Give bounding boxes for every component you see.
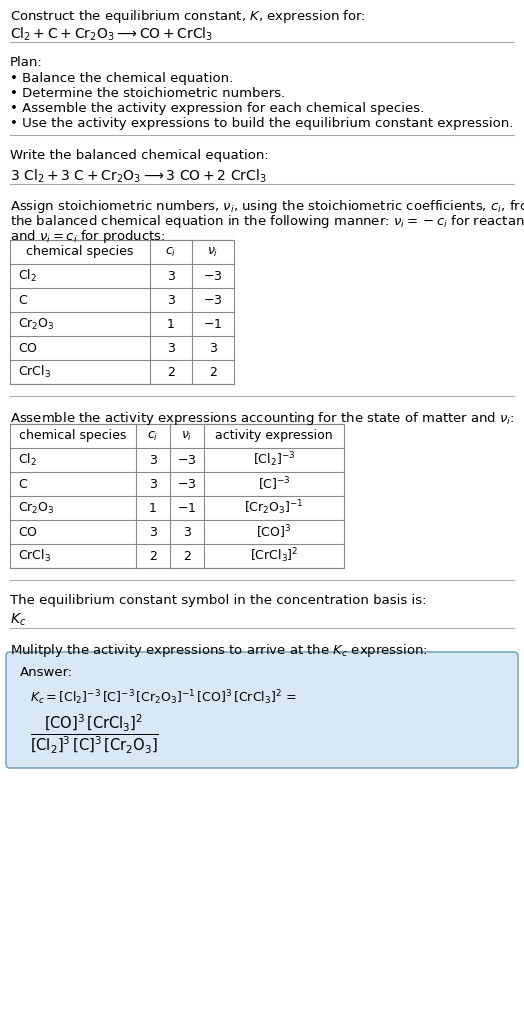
Text: 3: 3 (167, 341, 175, 354)
Text: activity expression: activity expression (215, 430, 333, 442)
Text: 3: 3 (149, 526, 157, 538)
Text: chemical species: chemical species (19, 430, 127, 442)
Text: Plan:: Plan: (10, 56, 43, 69)
Text: The equilibrium constant symbol in the concentration basis is:: The equilibrium constant symbol in the c… (10, 594, 427, 607)
Text: $\mathrm{Cl_2}$: $\mathrm{Cl_2}$ (18, 452, 37, 468)
Text: chemical species: chemical species (26, 245, 134, 258)
Text: $\mathrm{CrCl_3}$: $\mathrm{CrCl_3}$ (18, 363, 51, 380)
Text: $-1$: $-1$ (203, 318, 223, 331)
Text: • Determine the stoichiometric numbers.: • Determine the stoichiometric numbers. (10, 87, 285, 100)
Text: $[\mathrm{CO}]^{3}$: $[\mathrm{CO}]^{3}$ (256, 523, 292, 541)
Text: Answer:: Answer: (20, 666, 73, 679)
Text: Construct the equilibrium constant, $K$, expression for:: Construct the equilibrium constant, $K$,… (10, 8, 366, 25)
Text: Write the balanced chemical equation:: Write the balanced chemical equation: (10, 149, 269, 162)
Text: $c_i$: $c_i$ (147, 430, 159, 442)
Text: 2: 2 (149, 549, 157, 563)
Text: 2: 2 (167, 366, 175, 379)
Text: $-3$: $-3$ (203, 293, 223, 306)
Text: $\mathrm{C}$: $\mathrm{C}$ (18, 293, 28, 306)
Text: $-3$: $-3$ (177, 453, 196, 467)
Text: $\mathrm{3\ Cl_2 + 3\ C + Cr_2O_3 \longrightarrow 3\ CO + 2\ CrCl_3}$: $\mathrm{3\ Cl_2 + 3\ C + Cr_2O_3 \longr… (10, 168, 267, 186)
Text: • Assemble the activity expression for each chemical species.: • Assemble the activity expression for e… (10, 102, 424, 115)
Text: 2: 2 (183, 549, 191, 563)
FancyBboxPatch shape (6, 652, 518, 768)
Text: $[\mathrm{Cr_2O_3}]^{-1}$: $[\mathrm{Cr_2O_3}]^{-1}$ (244, 498, 304, 518)
Text: $[\mathrm{C}]^{-3}$: $[\mathrm{C}]^{-3}$ (258, 475, 290, 493)
Text: $[\mathrm{Cl_2}]^{-3}$: $[\mathrm{Cl_2}]^{-3}$ (253, 450, 295, 470)
Text: $-3$: $-3$ (203, 270, 223, 283)
Text: $\mathrm{CrCl_3}$: $\mathrm{CrCl_3}$ (18, 548, 51, 564)
Text: Mulitply the activity expressions to arrive at the $K_c$ expression:: Mulitply the activity expressions to arr… (10, 642, 428, 659)
Text: $\nu_i$: $\nu_i$ (208, 245, 219, 258)
Text: 3: 3 (167, 293, 175, 306)
Text: $K_c = [\mathrm{Cl_2}]^{-3}\,[\mathrm{C}]^{-3}\,[\mathrm{Cr_2O_3}]^{-1}\,[\mathr: $K_c = [\mathrm{Cl_2}]^{-3}\,[\mathrm{C}… (30, 688, 297, 708)
Text: $\mathrm{Cr_2O_3}$: $\mathrm{Cr_2O_3}$ (18, 500, 54, 516)
Bar (10, 424, 344, 568)
Text: $K_c$: $K_c$ (10, 612, 26, 628)
Bar (10, 240, 234, 384)
Text: 2: 2 (209, 366, 217, 379)
Text: 3: 3 (149, 453, 157, 467)
Text: the balanced chemical equation in the following manner: $\nu_i = -c_i$ for react: the balanced chemical equation in the fo… (10, 213, 524, 230)
Text: 3: 3 (209, 341, 217, 354)
Text: Assemble the activity expressions accounting for the state of matter and $\nu_i$: Assemble the activity expressions accoun… (10, 410, 515, 427)
Text: • Balance the chemical equation.: • Balance the chemical equation. (10, 72, 233, 85)
Text: $\mathrm{Cl_2}$: $\mathrm{Cl_2}$ (18, 268, 37, 284)
Text: $\mathrm{Cl_2 + C + Cr_2O_3 \longrightarrow CO + CrCl_3}$: $\mathrm{Cl_2 + C + Cr_2O_3 \longrightar… (10, 26, 213, 44)
Text: $c_i$: $c_i$ (166, 245, 177, 258)
Text: $-3$: $-3$ (177, 478, 196, 490)
Text: and $\nu_i = c_i$ for products:: and $\nu_i = c_i$ for products: (10, 228, 166, 245)
Text: • Use the activity expressions to build the equilibrium constant expression.: • Use the activity expressions to build … (10, 117, 514, 130)
Text: $\mathrm{Cr_2O_3}$: $\mathrm{Cr_2O_3}$ (18, 317, 54, 332)
Text: Assign stoichiometric numbers, $\nu_i$, using the stoichiometric coefficients, $: Assign stoichiometric numbers, $\nu_i$, … (10, 198, 524, 215)
Text: $\mathrm{CO}$: $\mathrm{CO}$ (18, 341, 38, 354)
Text: 3: 3 (149, 478, 157, 490)
Text: $\nu_i$: $\nu_i$ (181, 430, 193, 442)
Text: $\mathrm{C}$: $\mathrm{C}$ (18, 478, 28, 490)
Text: $\dfrac{[\mathrm{CO}]^{3}\,[\mathrm{CrCl_3}]^{2}}{[\mathrm{Cl_2}]^{3}\,[\mathrm{: $\dfrac{[\mathrm{CO}]^{3}\,[\mathrm{CrCl… (30, 713, 159, 756)
Text: 1: 1 (167, 318, 175, 331)
Text: $[\mathrm{CrCl_3}]^{2}$: $[\mathrm{CrCl_3}]^{2}$ (250, 546, 298, 566)
Text: $-1$: $-1$ (178, 501, 196, 515)
Text: 1: 1 (149, 501, 157, 515)
Text: 3: 3 (183, 526, 191, 538)
Text: 3: 3 (167, 270, 175, 283)
Text: $\mathrm{CO}$: $\mathrm{CO}$ (18, 526, 38, 538)
